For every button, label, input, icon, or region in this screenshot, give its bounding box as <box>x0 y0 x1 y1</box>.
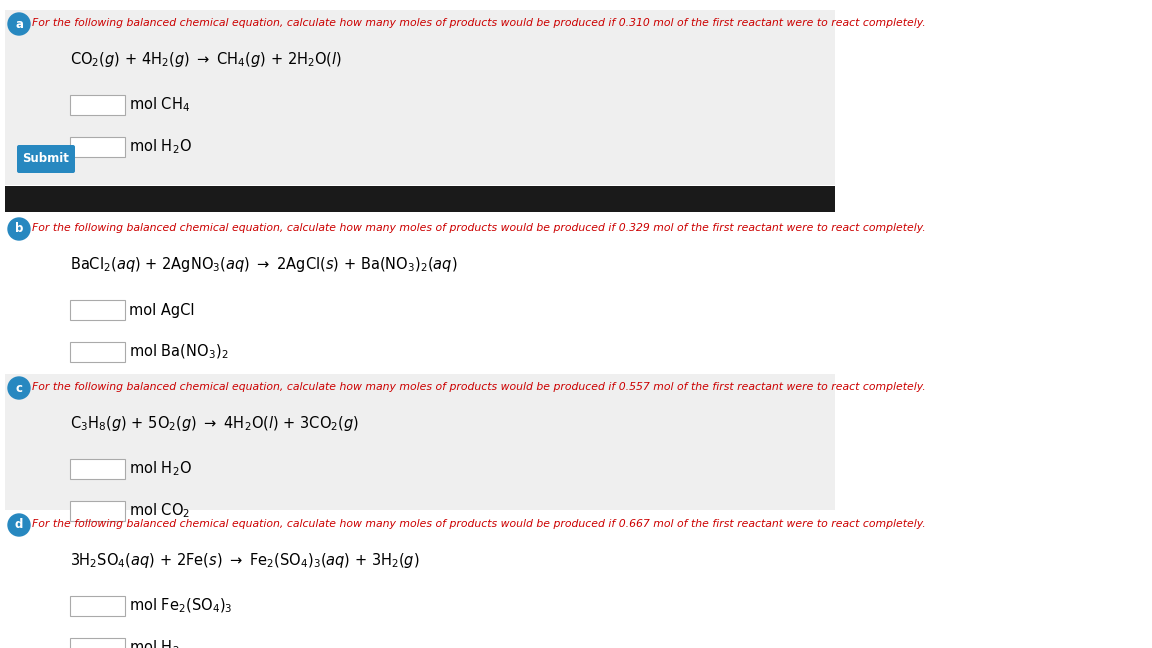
Bar <box>70 459 126 479</box>
Text: mol Fe$_2$(SO$_4$)$_3$: mol Fe$_2$(SO$_4$)$_3$ <box>129 597 233 615</box>
Text: mol H$_2$O: mol H$_2$O <box>129 459 191 478</box>
Text: Submit: Submit <box>23 152 69 165</box>
Text: d: d <box>15 518 23 531</box>
Bar <box>5 374 835 510</box>
Text: mol Ba(NO$_3$)$_2$: mol Ba(NO$_3$)$_2$ <box>129 343 228 361</box>
Circle shape <box>8 218 30 240</box>
Bar <box>70 596 126 616</box>
Text: 3H$_2$SO$_4$($aq$) + 2Fe($s$) $\rightarrow$ Fe$_2$(SO$_4$)$_3$($aq$) + 3H$_2$($g: 3H$_2$SO$_4$($aq$) + 2Fe($s$) $\rightarr… <box>70 551 419 570</box>
Bar <box>70 342 126 362</box>
Text: For the following balanced chemical equation, calculate how many moles of produc: For the following balanced chemical equa… <box>32 382 926 392</box>
Bar <box>70 95 126 115</box>
Text: b: b <box>15 222 23 235</box>
Text: For the following balanced chemical equation, calculate how many moles of produc: For the following balanced chemical equa… <box>32 18 926 28</box>
Text: mol CH$_4$: mol CH$_4$ <box>129 96 190 114</box>
Bar <box>5 511 835 645</box>
Bar <box>5 10 835 185</box>
Text: For the following balanced chemical equation, calculate how many moles of produc: For the following balanced chemical equa… <box>32 519 926 529</box>
Text: For the following balanced chemical equation, calculate how many moles of produc: For the following balanced chemical equa… <box>32 223 926 233</box>
Text: mol H$_2$O: mol H$_2$O <box>129 137 191 156</box>
Circle shape <box>8 377 30 399</box>
Text: CO$_2$($g$) + 4H$_2$($g$) $\rightarrow$ CH$_4$($g$) + 2H$_2$O($l$): CO$_2$($g$) + 4H$_2$($g$) $\rightarrow$ … <box>70 50 342 69</box>
Bar <box>70 137 126 157</box>
Text: a: a <box>15 17 23 30</box>
Bar <box>5 186 835 212</box>
Bar <box>5 215 835 373</box>
Bar <box>70 300 126 320</box>
Text: C$_3$H$_8$($g$) + 5O$_2$($g$) $\rightarrow$ 4H$_2$O($l$) + 3CO$_2$($g$): C$_3$H$_8$($g$) + 5O$_2$($g$) $\rightarr… <box>70 414 359 433</box>
Circle shape <box>8 514 30 536</box>
Bar <box>70 501 126 521</box>
Text: mol CO$_2$: mol CO$_2$ <box>129 502 190 520</box>
Circle shape <box>8 13 30 35</box>
Bar <box>70 638 126 648</box>
Text: mol AgCl: mol AgCl <box>129 303 195 318</box>
FancyBboxPatch shape <box>17 145 75 173</box>
Text: BaCl$_2$($aq$) + 2AgNO$_3$($aq$) $\rightarrow$ 2AgCl($s$) + Ba(NO$_3$)$_2$($aq$): BaCl$_2$($aq$) + 2AgNO$_3$($aq$) $\right… <box>70 255 457 274</box>
Text: mol H$_2$: mol H$_2$ <box>129 639 180 648</box>
Text: c: c <box>15 382 23 395</box>
